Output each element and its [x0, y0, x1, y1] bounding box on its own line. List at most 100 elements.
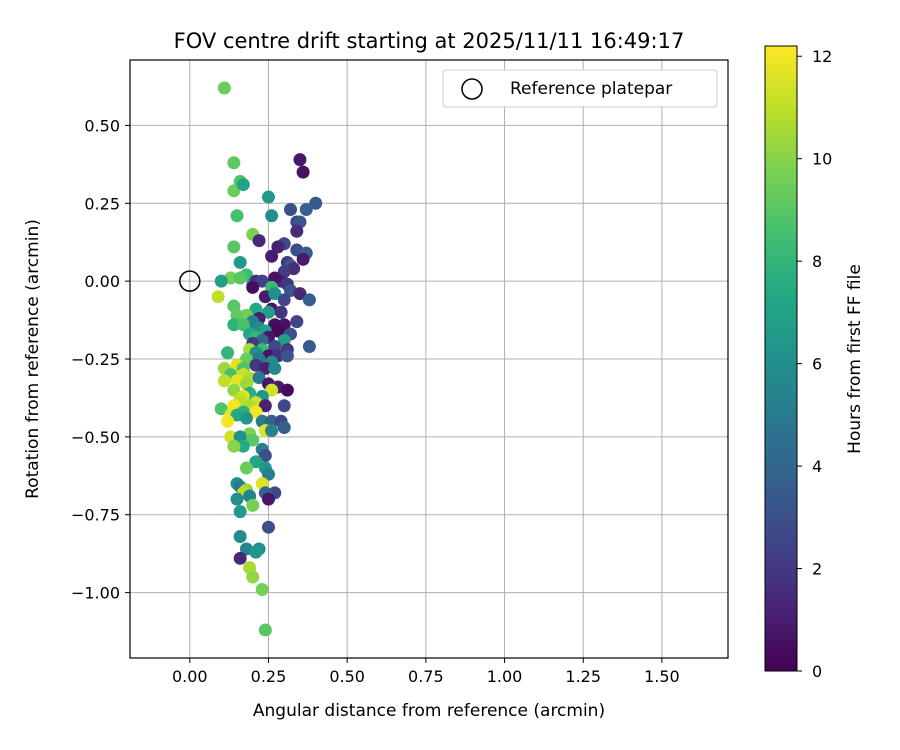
data-point	[239, 411, 253, 425]
data-point	[258, 361, 272, 375]
colorbar-tick-label: 2	[812, 560, 822, 579]
y-tick-label: −0.75	[71, 506, 120, 525]
data-point	[211, 290, 225, 304]
data-point	[302, 340, 316, 354]
legend-marker-icon	[461, 78, 483, 100]
y-tick-label: 0.00	[84, 272, 120, 291]
data-point	[252, 371, 266, 385]
grid-lines	[130, 60, 728, 658]
data-point	[233, 505, 247, 519]
y-tick-label: 0.50	[84, 116, 120, 135]
data-point	[227, 184, 241, 198]
data-point	[227, 318, 241, 332]
data-point	[261, 190, 275, 204]
x-tick-label: 0.50	[329, 667, 365, 686]
colorbar-tick-label: 4	[812, 457, 822, 476]
data-point	[255, 274, 269, 288]
data-point	[221, 346, 235, 360]
data-point	[265, 414, 279, 428]
y-tick-label: −0.25	[71, 350, 120, 369]
x-tick-label: 0.00	[172, 667, 208, 686]
data-point	[265, 424, 279, 438]
x-tick-label: 0.75	[408, 667, 444, 686]
colorbar-tick-label: 6	[812, 355, 822, 374]
data-point	[265, 383, 279, 397]
data-point	[277, 399, 291, 413]
data-point	[277, 421, 291, 435]
data-point	[271, 324, 285, 338]
data-point	[252, 234, 266, 248]
scatter-points	[211, 81, 323, 637]
data-point	[217, 81, 231, 95]
data-point	[265, 209, 279, 223]
y-tick-label: −0.50	[71, 428, 120, 447]
reference-platepar-marker	[179, 270, 201, 292]
data-point	[280, 349, 294, 363]
data-point	[261, 492, 275, 506]
data-point	[230, 492, 244, 506]
x-axis-ticks: 0.00 0.25 0.50 0.75 1.00 1.25 1.50	[172, 658, 680, 686]
data-point	[227, 240, 241, 254]
data-point	[284, 203, 298, 216]
data-point	[236, 178, 250, 192]
data-point	[309, 196, 323, 210]
data-point	[236, 318, 250, 332]
data-point	[280, 383, 294, 397]
x-tick-label: 1.50	[644, 667, 680, 686]
data-point	[246, 570, 260, 584]
data-point	[261, 305, 275, 319]
data-point	[290, 224, 304, 238]
legend-entry-reference: Reference platepar	[510, 79, 672, 99]
data-point	[296, 252, 310, 266]
data-point	[249, 405, 263, 419]
y-tick-label: −1.00	[71, 584, 120, 603]
plot-area: 0.00 0.25 0.50 0.75 1.00 1.25 1.50 0.500.250.0…	[71, 59, 729, 686]
data-point	[214, 274, 228, 288]
data-point	[233, 530, 247, 544]
data-point	[233, 255, 247, 269]
data-point	[268, 287, 282, 301]
data-point	[227, 156, 241, 170]
data-point	[239, 461, 253, 475]
data-point	[261, 520, 275, 534]
data-point	[258, 399, 272, 413]
colorbar-tick-label: 0	[812, 662, 822, 681]
data-point	[233, 271, 247, 285]
data-point	[277, 293, 291, 307]
data-point	[246, 498, 260, 512]
data-point	[236, 439, 250, 453]
x-axis-label: Angular distance from reference (arcmin)	[253, 701, 605, 721]
data-point	[274, 305, 288, 319]
data-point	[227, 439, 241, 453]
data-point	[265, 249, 279, 263]
legend-box	[442, 69, 718, 108]
colorbar-tick-label: 10	[812, 150, 832, 169]
data-point	[268, 361, 282, 375]
colorbar-label: Hours from first FF file	[845, 264, 865, 454]
data-point	[296, 165, 310, 179]
data-point	[230, 209, 244, 223]
data-point	[293, 153, 307, 167]
data-point	[302, 293, 316, 307]
data-point	[255, 582, 269, 596]
data-point	[227, 383, 241, 397]
y-tick-label: 0.25	[84, 194, 120, 213]
data-point	[299, 203, 313, 216]
data-point	[246, 280, 260, 294]
data-point	[290, 315, 304, 329]
data-point	[249, 455, 263, 469]
y-axis-label: Rotation from reference (arcmin)	[23, 219, 43, 499]
colorbar-tick-label: 12	[812, 47, 832, 66]
data-point	[246, 433, 260, 447]
colorbar: 0 2 4 6 8 10 12 Hours from first FF file	[764, 45, 865, 681]
x-tick-label: 1.00	[487, 667, 523, 686]
data-point	[249, 545, 263, 559]
data-point	[258, 623, 272, 637]
data-point	[233, 551, 247, 565]
data-point	[217, 374, 231, 388]
colorbar-tick-label: 8	[812, 252, 822, 271]
x-tick-label: 1.25	[565, 667, 601, 686]
colorbar-ticks: 0 2 4 6 8 10 12	[797, 47, 832, 681]
data-point	[221, 414, 235, 428]
